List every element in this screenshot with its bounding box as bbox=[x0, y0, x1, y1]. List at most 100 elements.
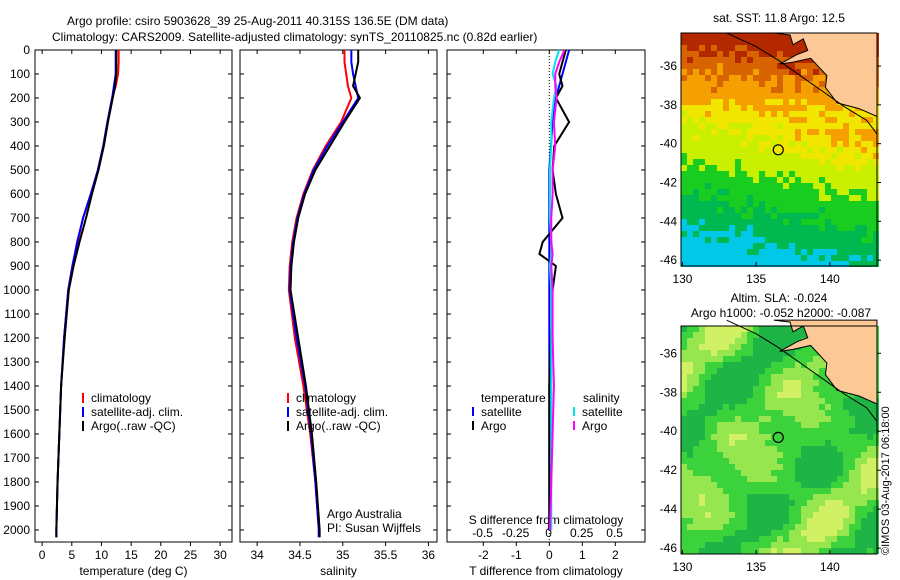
heatmap-cell bbox=[843, 117, 849, 123]
heatmap-cell bbox=[687, 207, 693, 213]
heatmap-cell bbox=[687, 171, 693, 177]
heatmap-cell bbox=[687, 416, 693, 422]
heatmap-cell bbox=[735, 404, 741, 410]
heatmap-cell bbox=[819, 422, 825, 428]
heatmap-cell bbox=[741, 398, 747, 404]
heatmap-cell bbox=[849, 494, 855, 500]
heatmap-cell bbox=[783, 123, 789, 129]
heatmap-cell bbox=[687, 368, 693, 374]
heatmap-cell bbox=[759, 165, 765, 171]
heatmap-cell bbox=[801, 374, 807, 380]
heatmap-cell bbox=[747, 153, 753, 159]
legend-swatch bbox=[472, 421, 474, 430]
heatmap-cell bbox=[735, 338, 741, 344]
heatmap-cell bbox=[837, 177, 843, 183]
heatmap-cell bbox=[867, 506, 873, 512]
heatmap-cell bbox=[849, 243, 855, 249]
heatmap-cell bbox=[723, 338, 729, 344]
heatmap-cell bbox=[801, 153, 807, 159]
heatmap-cell bbox=[729, 237, 735, 243]
heatmap-cell bbox=[795, 464, 801, 470]
heatmap-cell bbox=[705, 536, 711, 542]
heatmap-cell bbox=[795, 482, 801, 488]
heatmap-cell bbox=[693, 81, 699, 87]
heatmap-cell bbox=[831, 464, 837, 470]
heatmap-cell bbox=[849, 422, 855, 428]
heatmap-cell bbox=[783, 440, 789, 446]
heatmap-cell bbox=[729, 249, 735, 255]
heatmap-cell bbox=[765, 458, 771, 464]
heatmap-cell bbox=[849, 452, 855, 458]
heatmap-cell bbox=[819, 123, 825, 129]
heatmap-cell bbox=[801, 368, 807, 374]
heatmap-cell bbox=[723, 542, 729, 548]
heatmap-cell bbox=[783, 159, 789, 165]
heatmap-cell bbox=[855, 548, 861, 554]
heatmap-cell bbox=[843, 416, 849, 422]
heatmap-cell bbox=[729, 374, 735, 380]
heatmap-cell bbox=[777, 123, 783, 129]
heatmap-cell bbox=[777, 165, 783, 171]
heatmap-cell bbox=[819, 368, 825, 374]
heatmap-cell bbox=[717, 111, 723, 117]
heatmap-cell bbox=[687, 99, 693, 105]
heatmap-cell bbox=[807, 201, 813, 207]
heatmap-cell bbox=[855, 506, 861, 512]
heatmap-cell bbox=[819, 129, 825, 135]
heatmap-cell bbox=[759, 332, 765, 338]
lat-tick-label: -38 bbox=[660, 98, 678, 112]
heatmap-cell bbox=[819, 536, 825, 542]
heatmap-cell bbox=[801, 99, 807, 105]
heatmap-cell bbox=[705, 231, 711, 237]
heatmap-cell bbox=[687, 231, 693, 237]
heatmap-cell bbox=[765, 464, 771, 470]
heatmap-cell bbox=[831, 123, 837, 129]
heatmap-cell bbox=[837, 548, 843, 554]
heatmap-cell bbox=[711, 434, 717, 440]
heatmap-cell bbox=[801, 422, 807, 428]
heatmap-cell bbox=[717, 344, 723, 350]
heatmap-cell bbox=[861, 153, 867, 159]
heatmap-cell bbox=[687, 165, 693, 171]
heatmap-cell bbox=[801, 542, 807, 548]
heatmap-cell bbox=[759, 135, 765, 141]
heatmap-cell bbox=[693, 219, 699, 225]
heatmap-cell bbox=[723, 165, 729, 171]
heatmap-cell bbox=[717, 416, 723, 422]
heatmap-cell bbox=[825, 524, 831, 530]
heatmap-cell bbox=[807, 195, 813, 201]
heatmap-cell bbox=[771, 398, 777, 404]
heatmap-cell bbox=[861, 548, 867, 554]
heatmap-cell bbox=[777, 159, 783, 165]
heatmap-cell bbox=[699, 135, 705, 141]
heatmap-cell bbox=[849, 428, 855, 434]
heatmap-cell bbox=[795, 458, 801, 464]
heatmap-cell bbox=[765, 404, 771, 410]
lon-tick-label: 135 bbox=[746, 560, 766, 574]
heatmap-cell bbox=[795, 410, 801, 416]
heatmap-cell bbox=[789, 500, 795, 506]
heatmap-cell bbox=[723, 422, 729, 428]
heatmap-cell bbox=[807, 219, 813, 225]
y-tick-label: 1100 bbox=[4, 307, 30, 321]
heatmap-cell bbox=[705, 332, 711, 338]
heatmap-cell bbox=[801, 518, 807, 524]
heatmap-cell bbox=[711, 45, 717, 51]
heatmap-cell bbox=[867, 464, 873, 470]
heatmap-cell bbox=[849, 506, 855, 512]
heatmap-cell bbox=[771, 422, 777, 428]
heatmap-cell bbox=[687, 93, 693, 99]
heatmap-cell bbox=[783, 117, 789, 123]
heatmap-cell bbox=[717, 189, 723, 195]
heatmap-cell bbox=[777, 512, 783, 518]
heatmap-cell bbox=[735, 362, 741, 368]
heatmap-cell bbox=[801, 416, 807, 422]
y-tick-label: 1400 bbox=[3, 379, 30, 393]
heatmap-cell bbox=[759, 482, 765, 488]
heatmap-cell bbox=[729, 506, 735, 512]
x-tick-label: -1 bbox=[511, 548, 522, 562]
heatmap-cell bbox=[717, 380, 723, 386]
heatmap-cell bbox=[825, 506, 831, 512]
heatmap-cell bbox=[729, 362, 735, 368]
legend-item: satellite-adj. clim. bbox=[296, 405, 388, 419]
